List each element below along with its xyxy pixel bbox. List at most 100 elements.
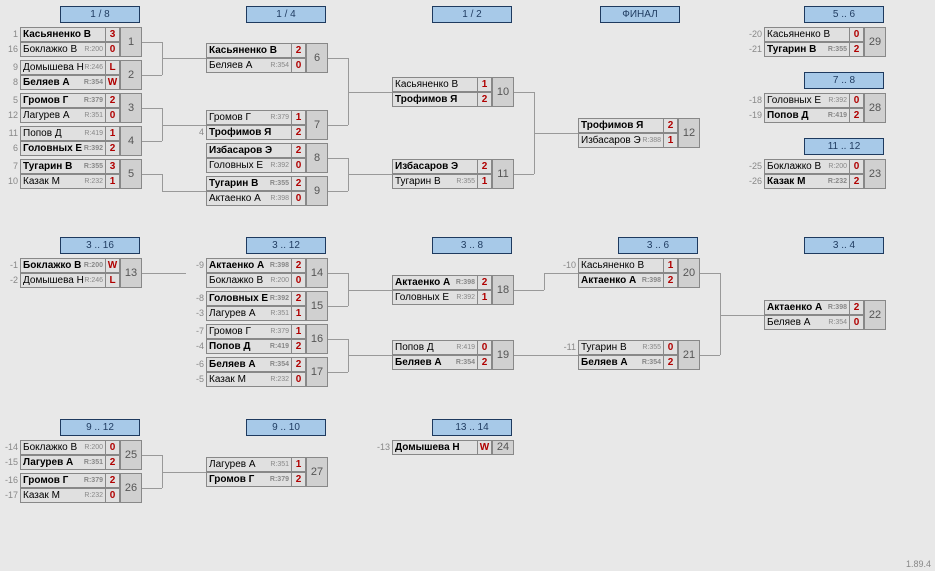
seed: 6 <box>0 143 18 153</box>
player-rating: R:379 <box>84 474 103 487</box>
player-score: 2 <box>850 300 864 315</box>
seed: -7 <box>186 326 204 336</box>
player-score: 2 <box>292 472 306 487</box>
match-row: Актаенко А R:3982 <box>578 273 678 288</box>
player-name: Попов Д R:419 <box>392 340 478 355</box>
seed: -17 <box>0 490 18 500</box>
match-row: Актаенко А R:3982 <box>206 258 306 273</box>
connector-line <box>162 125 206 126</box>
player-score: W <box>478 440 492 455</box>
player-rating: R:354 <box>270 59 289 72</box>
player-score: 2 <box>106 141 120 156</box>
match-row: Боклажко В R:2000 <box>20 440 120 455</box>
player-score: 2 <box>664 355 678 370</box>
player-name: Трофимов Я R:395 <box>206 125 292 140</box>
connector-line <box>328 58 348 59</box>
player-name: Тугарин В R:355 <box>578 340 664 355</box>
player-score: 1 <box>478 174 492 189</box>
player-name: Головных Е R:392 <box>206 158 292 173</box>
match-row: Боклажко В R:2000 <box>764 159 864 174</box>
match-row: Громов Г R:3792 <box>20 93 120 108</box>
match-row: Громов Г R:3792 <box>20 473 120 488</box>
player-score: 0 <box>292 372 306 387</box>
player-score: 2 <box>850 42 864 57</box>
match-6: Касьяненко В R:3392Беляев А R:35406 <box>206 43 306 73</box>
player-score: 0 <box>478 340 492 355</box>
player-score: 2 <box>664 118 678 133</box>
player-rating: R:355 <box>828 43 847 56</box>
match-row: Избасаров Э R:3882 <box>392 159 492 174</box>
match-row: Избасаров Э R:3882 <box>206 143 306 158</box>
connector-line <box>514 290 544 291</box>
player-rating: R:392 <box>456 291 475 304</box>
seed: -21 <box>744 44 762 54</box>
player-name: Беляев А R:354 <box>206 58 292 73</box>
match-number: 23 <box>864 159 886 189</box>
player-score: 2 <box>292 125 306 140</box>
player-name: Актаенко А R:398 <box>392 275 478 290</box>
round-label-p34: 3 .. 4 <box>804 237 884 254</box>
match-16: -7-4Громов Г R:3791Попов Д R:419216 <box>206 324 306 354</box>
match-11: Избасаров Э R:3882Тугарин В R:355111 <box>392 159 492 189</box>
connector-line <box>142 42 162 43</box>
match-row: Касьяненко В R:3393 <box>20 27 120 42</box>
player-name: Касьяненко В R:339 <box>764 27 850 42</box>
match-row: Касьяненко В R:3391 <box>578 258 678 273</box>
connector-line <box>162 472 163 488</box>
connector-line <box>348 92 392 93</box>
connector-line <box>142 273 186 274</box>
match-number: 15 <box>306 291 328 321</box>
connector-line <box>514 355 544 356</box>
match-number: 16 <box>306 324 328 354</box>
seed: -15 <box>0 457 18 467</box>
player-name: Казак М R:232 <box>764 174 850 189</box>
seed: -8 <box>186 293 204 303</box>
match-13: -1-2Боклажко В R:200WДомышева Н R:246L13 <box>20 258 120 288</box>
seed: -6 <box>186 359 204 369</box>
player-name: Трофимов Я R:395 <box>392 92 478 107</box>
connector-line <box>544 355 578 356</box>
seed: -19 <box>744 110 762 120</box>
connector-line <box>348 158 349 174</box>
match-row: Беляев А R:354W <box>20 75 120 90</box>
player-score: 0 <box>292 158 306 173</box>
player-score: L <box>106 60 120 75</box>
player-score: 2 <box>478 92 492 107</box>
match-15: -8-3Головных Е R:3922Лагурев А R:351115 <box>206 291 306 321</box>
player-score: W <box>106 258 120 273</box>
player-name: Касьяненко В R:339 <box>206 43 292 58</box>
round-label-r14: 1 / 4 <box>246 6 326 23</box>
player-score: 2 <box>292 176 306 191</box>
player-rating: R:392 <box>828 94 847 107</box>
player-score: 3 <box>106 27 120 42</box>
seed: -3 <box>186 308 204 318</box>
player-rating: R:392 <box>84 142 103 155</box>
match-29: -20-21Касьяненко В R:3390Тугарин В R:355… <box>764 27 864 57</box>
round-label-final: ФИНАЛ <box>600 6 680 23</box>
match-22: Актаенко А R:3982Беляев А R:354022 <box>764 300 864 330</box>
player-name: Актаенко А R:398 <box>764 300 850 315</box>
player-name: Громов Г R:379 <box>206 110 292 125</box>
player-score: 2 <box>292 339 306 354</box>
match-row: Тугарин В R:3552 <box>206 176 306 191</box>
player-rating: R:200 <box>828 160 847 173</box>
match-row: Избасаров Э R:3881 <box>578 133 678 148</box>
match-row: Беляев А R:3540 <box>764 315 864 330</box>
player-rating: R:354 <box>456 356 475 369</box>
match-number: 4 <box>120 126 142 156</box>
player-name: Беляев А R:354 <box>578 355 664 370</box>
match-row: Лагурев А R:3511 <box>206 306 306 321</box>
player-rating: R:392 <box>270 159 289 172</box>
player-score: 2 <box>292 291 306 306</box>
player-score: 0 <box>292 58 306 73</box>
player-name: Боклажко В R:200 <box>20 42 106 57</box>
match-3: 512Громов Г R:3792Лагурев А R:35103 <box>20 93 120 123</box>
match-row: Трофимов Я R:3952 <box>578 118 678 133</box>
connector-line <box>534 133 535 174</box>
player-score: 1 <box>478 290 492 305</box>
connector-line <box>720 315 721 355</box>
player-rating: R:246 <box>84 61 103 74</box>
player-rating: R:351 <box>270 307 289 320</box>
player-name: Лагурев А R:351 <box>206 306 292 321</box>
player-rating: R:351 <box>84 109 103 122</box>
